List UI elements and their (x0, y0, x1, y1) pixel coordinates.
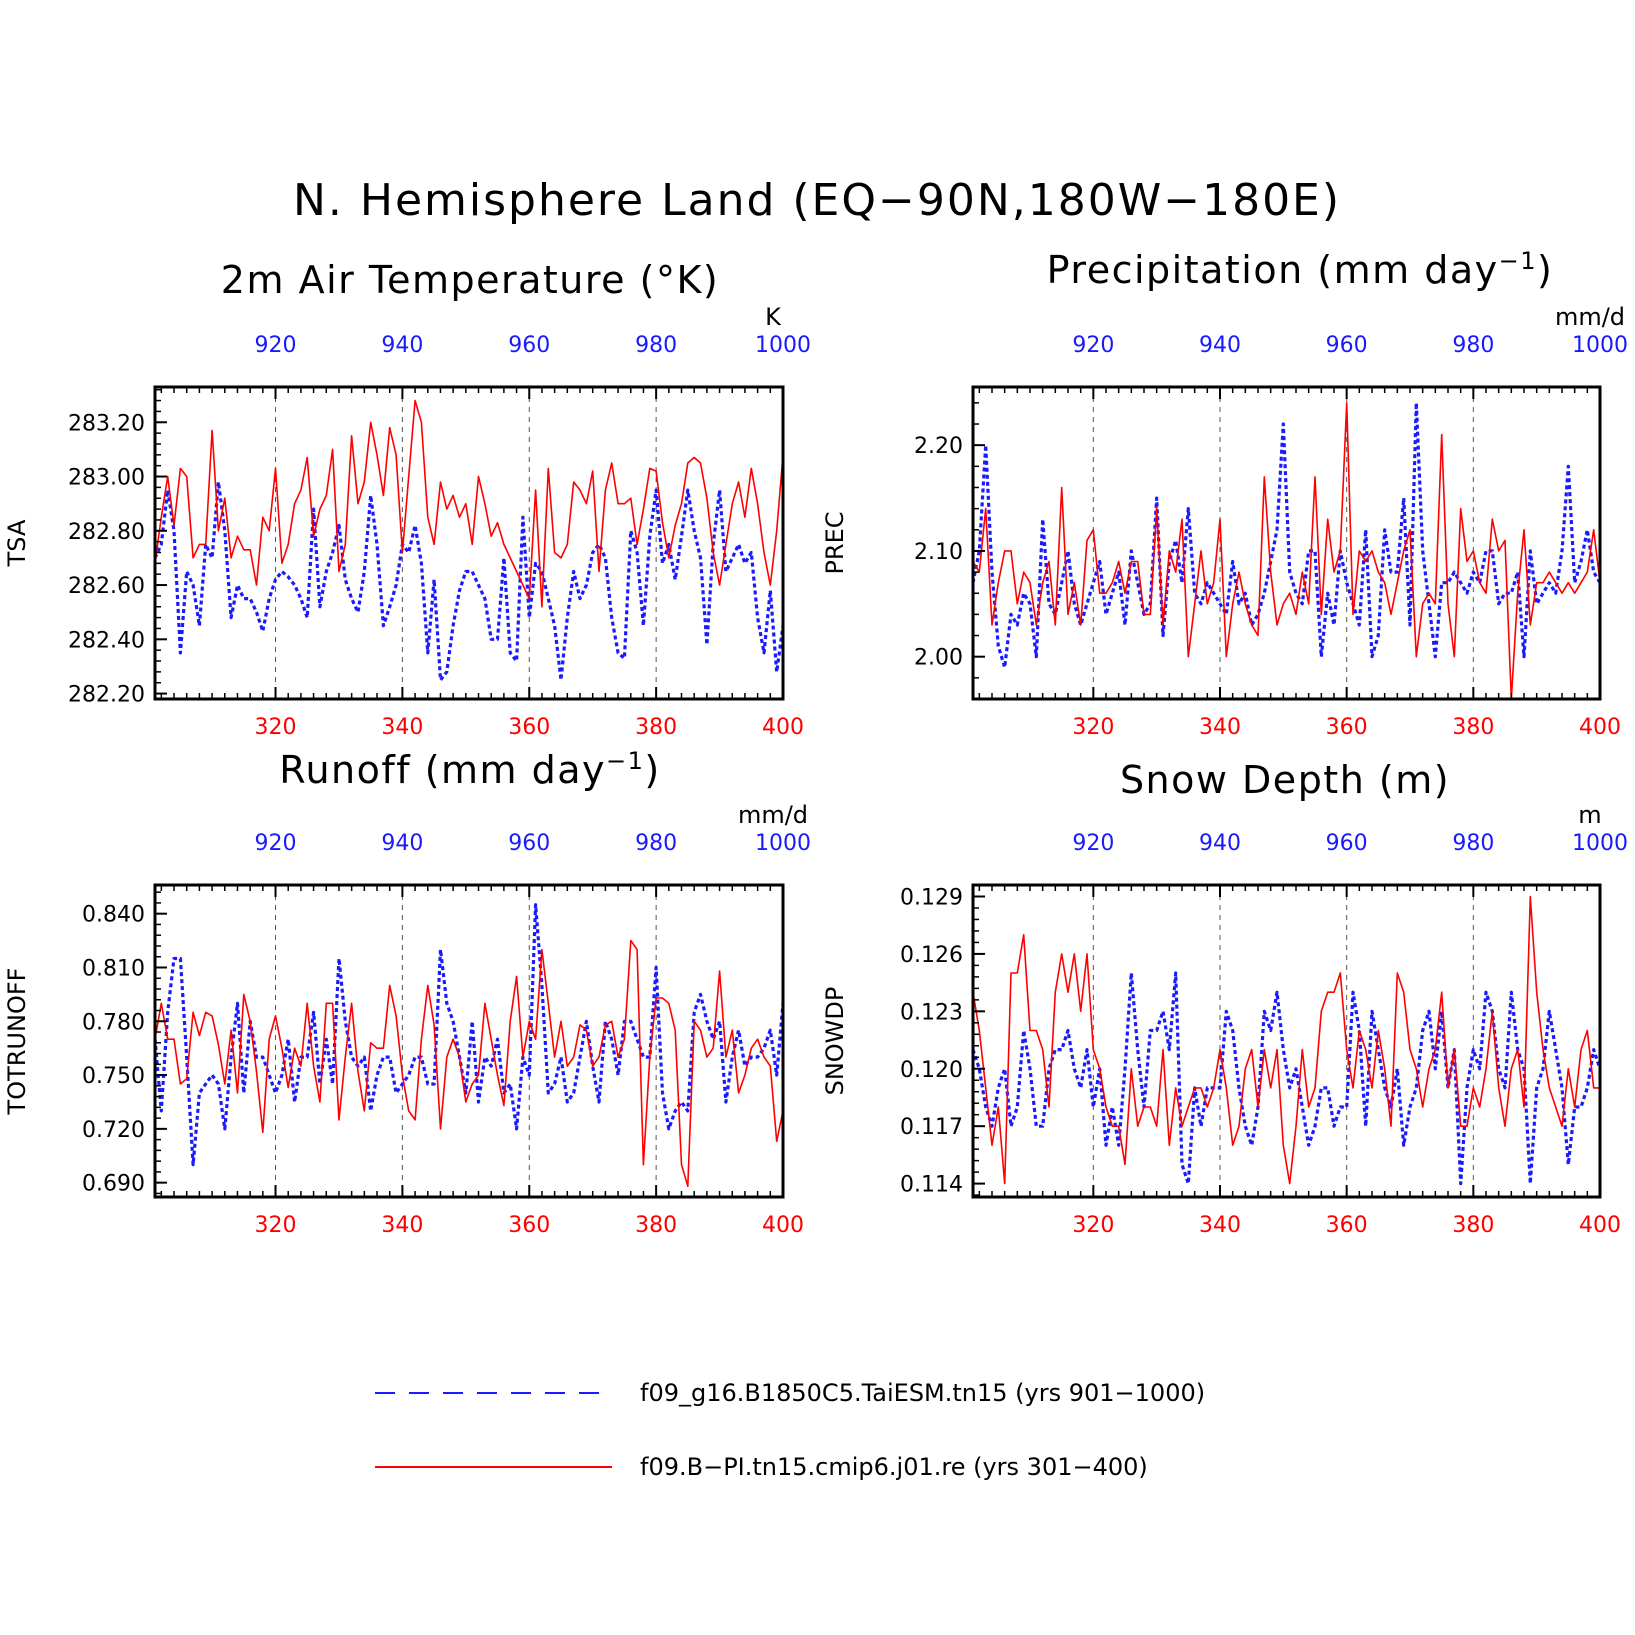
plot-frame (153, 385, 785, 701)
panel-title: Runoff (mm day−1) (279, 747, 661, 792)
x-top-tick-label: 1000 (1572, 333, 1628, 358)
y-tick-label: 0.123 (900, 1000, 963, 1025)
y-tick-label: 282.20 (68, 683, 145, 708)
x-bottom-tick-label: 400 (762, 715, 804, 740)
panel-title: Snow Depth (m) (1120, 758, 1450, 802)
y-tick-label: 0.120 (900, 1058, 963, 1083)
panel-prec: Precipitation (mm day−1) 2.00 2.10 2.20 320 3… (821, 247, 1628, 740)
y-tick-label: 0.840 (82, 903, 145, 928)
y-axis-label: PREC (821, 511, 849, 574)
y-tick-label: 283.00 (68, 466, 145, 491)
panel-title: Precipitation (mm day−1) (1047, 247, 1554, 292)
series-line-red (972, 895, 1600, 1185)
x-bottom-tick-label: 380 (635, 715, 677, 740)
panel-snowdp: Snow Depth (m) 0.114 0.117 0.120 0.123 0.126 0… (821, 758, 1628, 1238)
series-line-blue (971, 401, 1602, 669)
panel-totrunoff: Runoff (mm day−1) 0.690 0.720 0.750 0.780 0.8… (3, 747, 811, 1238)
x-bottom-tick-label: 400 (762, 1213, 804, 1238)
x-top-tick-label: 920 (255, 831, 297, 856)
legend: f09_g16.B1850C5.TaiESM.tn15 (yrs 901−100… (375, 1379, 1205, 1481)
x-top-tick-label: 980 (635, 333, 677, 358)
x-top-tick-label: 960 (1326, 831, 1368, 856)
series-line-blue (153, 903, 785, 1167)
y-tick-label: 2.00 (914, 646, 963, 671)
x-top-tick-label: 920 (1072, 831, 1114, 856)
series-line-red (972, 402, 1601, 700)
plot-frame (153, 883, 785, 1199)
panel-title: 2m Air Temperature (°K) (221, 258, 719, 302)
x-bottom-tick-label: 340 (1199, 715, 1241, 740)
plot-frame (971, 385, 1602, 701)
x-bottom-tick-label: 400 (1579, 715, 1621, 740)
x-top-tick-label: 980 (1452, 831, 1494, 856)
x-bottom-tick-label: 360 (508, 1213, 550, 1238)
x-top-tick-label: 980 (1452, 333, 1494, 358)
plot-frame (971, 883, 1602, 1199)
x-bottom-tick-label: 380 (635, 1213, 677, 1238)
x-top-tick-label: 960 (1326, 333, 1368, 358)
x-bottom-tick-label: 360 (1326, 1213, 1368, 1238)
x-top-tick-label: 1000 (755, 333, 811, 358)
y-tick-label: 0.126 (900, 943, 963, 968)
x-bottom-tick-label: 340 (381, 715, 423, 740)
x-bottom-tick-label: 320 (255, 1213, 297, 1238)
main-title: N. Hemisphere Land (EQ−90N,180W−180E) (293, 175, 1341, 226)
x-top-tick-label: 920 (255, 333, 297, 358)
x-top-tick-label: 980 (635, 831, 677, 856)
unit-label: K (765, 303, 782, 331)
series-line-blue (153, 480, 785, 682)
unit-label: mm/d (1555, 303, 1625, 331)
y-tick-label: 0.114 (900, 1173, 963, 1198)
y-tick-label: 2.20 (914, 434, 963, 459)
y-tick-label: 0.720 (82, 1118, 145, 1143)
x-bottom-tick-label: 380 (1452, 1213, 1494, 1238)
y-tick-label: 0.117 (900, 1115, 963, 1140)
x-bottom-tick-label: 340 (1199, 1213, 1241, 1238)
y-tick-label: 0.690 (82, 1172, 145, 1197)
y-axis-label: SNOWDP (821, 987, 849, 1096)
x-top-tick-label: 920 (1072, 333, 1114, 358)
y-tick-label: 0.780 (82, 1010, 145, 1035)
x-bottom-tick-label: 320 (1072, 715, 1114, 740)
x-top-tick-label: 960 (508, 333, 550, 358)
series-line-red (154, 399, 784, 608)
y-tick-label: 282.40 (68, 628, 145, 653)
x-top-tick-label: 940 (1199, 831, 1241, 856)
series-line-blue (971, 971, 1602, 1186)
y-tick-label: 0.810 (82, 956, 145, 981)
x-bottom-tick-label: 360 (508, 715, 550, 740)
x-bottom-tick-label: 380 (1452, 715, 1494, 740)
x-bottom-tick-label: 340 (381, 1213, 423, 1238)
y-axis-label: TOTRUNOFF (3, 968, 31, 1116)
legend-label-blue: f09_g16.B1850C5.TaiESM.tn15 (yrs 901−100… (640, 1379, 1205, 1407)
x-bottom-tick-label: 360 (1326, 715, 1368, 740)
x-top-tick-label: 960 (508, 831, 550, 856)
x-bottom-tick-label: 320 (255, 715, 297, 740)
x-top-tick-label: 940 (381, 831, 423, 856)
panel-tsa: 2m Air Temperature (°K) 282.20 282.40 282.6… (3, 258, 811, 740)
series-line-red (154, 939, 784, 1187)
y-tick-label: 282.60 (68, 574, 145, 599)
y-axis-label: TSA (3, 519, 31, 567)
x-bottom-tick-label: 320 (1072, 1213, 1114, 1238)
x-top-tick-label: 1000 (755, 831, 811, 856)
y-tick-label: 2.10 (914, 540, 963, 565)
x-top-tick-label: 940 (1199, 333, 1241, 358)
legend-label-red: f09.B−PI.tn15.cmip6.j01.re (yrs 301−400) (640, 1453, 1148, 1481)
x-bottom-tick-label: 400 (1579, 1213, 1621, 1238)
unit-label: m (1578, 801, 1601, 829)
y-tick-label: 283.20 (68, 411, 145, 436)
x-top-tick-label: 940 (381, 333, 423, 358)
y-tick-label: 0.750 (82, 1064, 145, 1089)
y-tick-label: 0.129 (900, 885, 963, 910)
x-top-tick-label: 1000 (1572, 831, 1628, 856)
y-tick-label: 282.80 (68, 520, 145, 545)
unit-label: mm/d (738, 801, 808, 829)
